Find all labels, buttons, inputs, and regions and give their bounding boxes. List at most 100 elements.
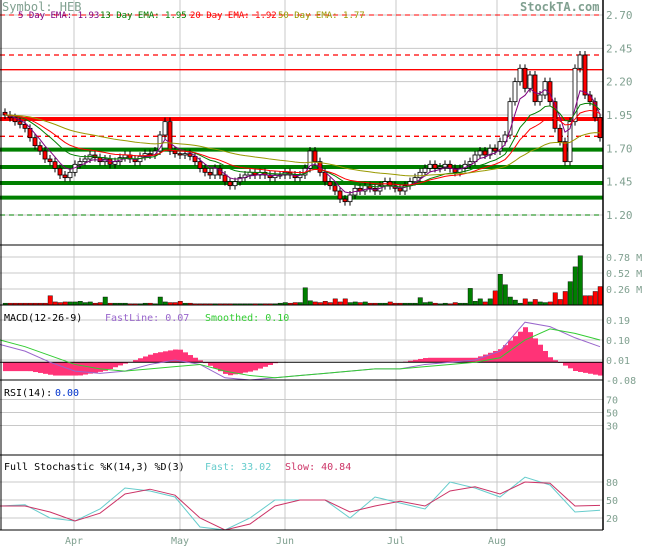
ema5-label: 5 Day EMA: 1.93 — [18, 11, 99, 21]
macd-histogram-bar — [593, 362, 598, 375]
candle-down — [532, 74, 538, 103]
candle-up — [112, 161, 118, 165]
ema20-label: 20 Day EMA: 1.92 — [190, 11, 277, 21]
macd-histogram-bar — [438, 357, 443, 363]
ema50-label: 50 Day EMA: 1.77 — [278, 11, 365, 21]
volume-bar — [157, 296, 163, 306]
stoch-label: Full Stochastic %K(14,3) %D(3) — [4, 462, 185, 473]
ema50-line — [4, 114, 601, 177]
candle-up — [212, 167, 218, 176]
macd-histogram-bar — [478, 356, 483, 363]
candle-down — [332, 185, 338, 192]
macd-histogram-bar — [223, 362, 228, 374]
volume-bar — [582, 295, 588, 306]
price-tick-label: 2.45 — [606, 42, 633, 55]
macd-histogram-bar — [233, 362, 238, 375]
candle-up — [122, 154, 128, 159]
macd-histogram-bar — [218, 362, 223, 372]
macd-histogram-bar — [263, 362, 268, 367]
macd-histogram-bar — [58, 362, 63, 376]
macd-tick-label: 0.19 — [606, 316, 630, 327]
macd-histogram-bar — [83, 362, 88, 375]
candle-down — [562, 141, 568, 163]
macd-histogram-bar — [433, 357, 438, 363]
macd-histogram-bar — [3, 362, 8, 372]
rsi-value: 0.00 — [55, 388, 79, 399]
candle-up — [142, 153, 148, 157]
ema13-label: 13 Day EMA: 1.95 — [100, 11, 187, 21]
macd-histogram-bar — [448, 357, 453, 363]
ema13-line — [4, 102, 601, 188]
stoch-tick-label: 20 — [606, 514, 618, 525]
volume-bar — [567, 281, 573, 306]
macd-histogram-bar — [138, 358, 143, 363]
candle-down — [47, 158, 53, 163]
candle-down — [147, 153, 153, 156]
macd-histogram-bar — [423, 358, 428, 363]
volume-bar — [592, 291, 598, 306]
macd-histogram-bar — [178, 349, 183, 363]
macd-histogram-bar — [123, 362, 128, 364]
volume-bar — [507, 296, 513, 306]
candle-up — [307, 150, 313, 169]
macd-histogram-bar — [38, 362, 43, 373]
candle-down — [22, 123, 28, 129]
macd-histogram-bar — [103, 362, 108, 371]
month-label-apr: Apr — [65, 536, 83, 546]
volume-bar — [177, 301, 183, 306]
candle-down — [207, 171, 213, 176]
macd-histogram-bar — [533, 338, 538, 363]
macd-histogram-bar — [168, 350, 173, 363]
candle-down — [62, 174, 68, 179]
candle-up — [437, 166, 443, 169]
candle-up — [412, 177, 418, 183]
volume-bar — [597, 286, 603, 306]
volume-bar — [502, 284, 508, 306]
candle-up — [572, 67, 578, 123]
candle-down — [192, 155, 198, 163]
macd-histogram-bar — [578, 362, 583, 372]
candle-up — [347, 194, 353, 203]
candle-down — [397, 187, 403, 192]
candle-down — [17, 121, 23, 125]
candle-down — [37, 145, 43, 152]
candle-up — [542, 81, 548, 96]
macd-label: MACD(12-26-9) — [4, 313, 82, 324]
stoch-slow-line — [0, 481, 601, 531]
macd-tick-label: 0.01 — [606, 356, 630, 367]
candle-down — [267, 174, 273, 179]
brand-logo: StockTA.com — [520, 0, 599, 14]
macd-histogram-bar — [148, 354, 153, 363]
macd-tick-label: 0.10 — [606, 336, 630, 347]
stoch-fast-label: Fast: 33.02 — [205, 462, 271, 473]
macd-fast-label: FastLine: 0.07 — [105, 313, 189, 324]
macd-histogram-bar — [98, 362, 103, 372]
macd-histogram-bar — [418, 358, 423, 363]
volume-bar — [522, 298, 528, 306]
candle-down — [202, 167, 208, 173]
volume-bar — [332, 298, 338, 306]
volume-bar — [532, 299, 538, 306]
month-label-jul: Jul — [387, 536, 405, 546]
macd-histogram-bar — [158, 352, 163, 363]
volume-bar — [77, 301, 83, 306]
volume-bar — [572, 266, 578, 306]
price-tick-label: 1.95 — [606, 109, 633, 122]
macd-histogram-bar — [193, 357, 198, 363]
volume-bar — [342, 298, 348, 306]
volume-bar — [322, 301, 328, 306]
volume-bar — [487, 298, 493, 306]
volume-bar — [492, 290, 498, 306]
candle-up — [427, 163, 433, 169]
candle-down — [57, 167, 63, 176]
macd-histogram-bar — [78, 362, 83, 376]
candle-up — [507, 101, 513, 136]
stoch-tick-label: 80 — [606, 478, 618, 489]
macd-histogram-bar — [133, 360, 138, 363]
candle-down — [172, 150, 178, 155]
macd-histogram-bar — [528, 332, 533, 363]
macd-histogram-bar — [88, 362, 93, 374]
rsi-tick-label: 50 — [606, 409, 618, 420]
macd-histogram-bar — [163, 351, 168, 363]
